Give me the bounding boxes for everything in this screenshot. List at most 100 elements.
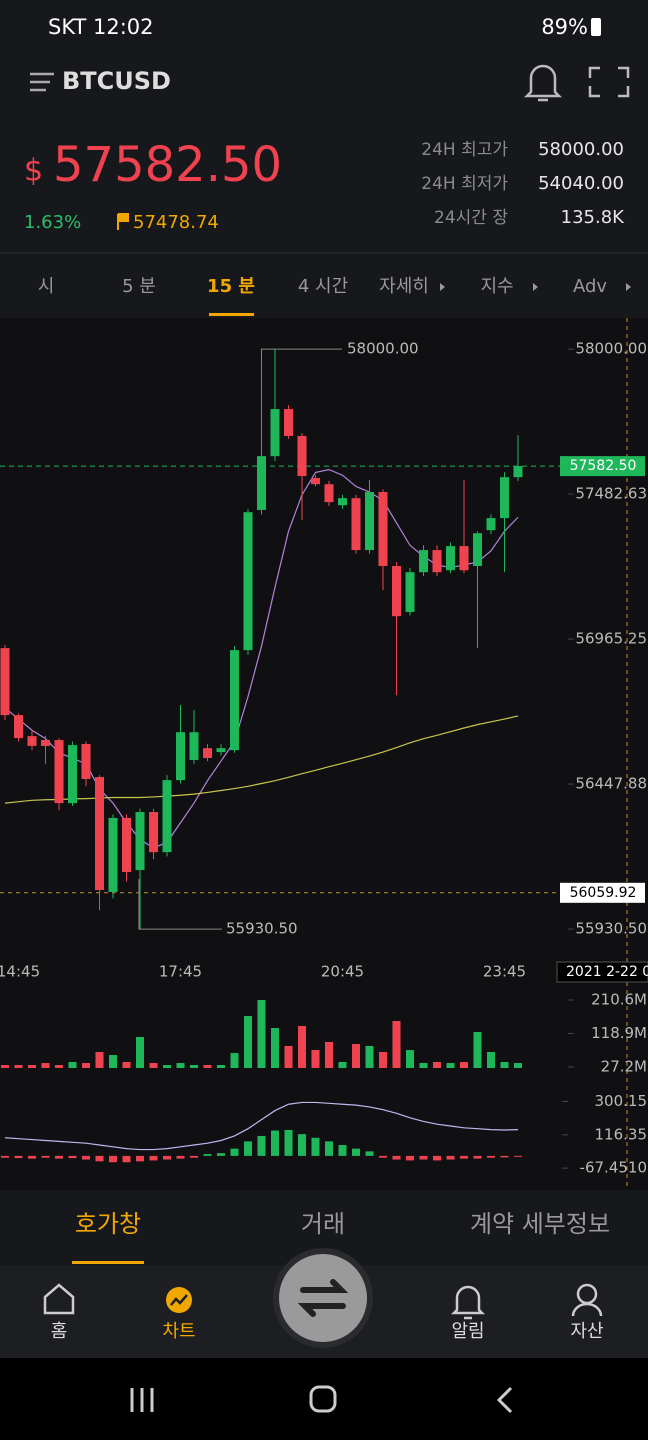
price: 57582.50 <box>53 137 282 193</box>
candle-body <box>297 435 307 477</box>
candle-body <box>351 498 361 551</box>
tab[interactable]: 4 시간 <box>298 276 348 297</box>
alert-icon[interactable] <box>450 1285 486 1320</box>
macd-bar <box>514 1155 522 1157</box>
volume-bar <box>500 1062 509 1068</box>
tab[interactable]: Adv <box>573 276 607 297</box>
volume-bar <box>203 1065 212 1068</box>
tab-underline <box>209 313 254 316</box>
candle-body <box>432 550 442 573</box>
macd-bar <box>244 1141 252 1156</box>
crosshair-box <box>560 882 645 903</box>
volume-bar <box>82 1063 90 1068</box>
candle-body <box>378 492 388 567</box>
candle-body <box>419 550 428 573</box>
volume-bar <box>271 1028 279 1068</box>
candle-body <box>149 812 158 853</box>
volume-bar <box>163 1065 171 1068</box>
candle-body <box>135 812 145 871</box>
volume-bar <box>419 1063 428 1068</box>
tab[interactable]: 5 분 <box>122 276 156 297</box>
volume-bar <box>298 1026 306 1068</box>
candle-body <box>473 533 482 567</box>
stat-label: 24H 최고가 <box>421 140 508 160</box>
volume-bar <box>55 1065 63 1068</box>
macd-bar <box>136 1155 144 1162</box>
chart-icon[interactable] <box>166 1287 192 1313</box>
tab[interactable]: 지수 <box>480 276 513 297</box>
macd-bar <box>82 1155 90 1160</box>
system-buttons[interactable] <box>130 1385 513 1414</box>
currency: $ <box>24 154 43 189</box>
tab[interactable]: 자세히 <box>379 276 429 297</box>
home-icon[interactable] <box>43 1283 75 1315</box>
volume-bar <box>190 1065 198 1068</box>
crosshair-date: 2021 2-22 0 <box>566 964 648 980</box>
bottom-tab-underline <box>72 1261 144 1264</box>
candle-body <box>365 492 374 551</box>
macd-bar <box>298 1134 306 1156</box>
volume-bar <box>365 1046 374 1068</box>
tab[interactable]: 15 분 <box>207 276 255 297</box>
bottom-tab[interactable]: 계약 세부정보 <box>470 1210 610 1238</box>
low-marker-label: 55930.50 <box>226 920 298 938</box>
macd-bar <box>257 1135 266 1156</box>
swap-icon <box>297 1279 349 1317</box>
mark-price: 57478.74 <box>133 212 219 233</box>
tab-arrow <box>533 283 538 291</box>
symbol: BTCUSD <box>62 67 171 95</box>
macd-tick-label: 116.35 <box>595 1125 648 1143</box>
x-tick-label: 20:45 <box>321 963 364 981</box>
volume-bar <box>109 1055 117 1068</box>
macd-bar <box>271 1130 279 1156</box>
candle-body <box>0 648 10 716</box>
moving-average <box>4 715 519 804</box>
account-icon-body <box>571 1302 603 1317</box>
bottom-tab[interactable]: 호가창 <box>75 1210 141 1238</box>
macd-bar <box>14 1155 23 1159</box>
candle-body <box>284 409 293 436</box>
nav-label[interactable]: 자산 <box>570 1321 603 1342</box>
bottom-tab[interactable]: 거래 <box>301 1210 345 1238</box>
macd-bar <box>28 1155 36 1159</box>
volume-bar <box>28 1065 36 1068</box>
candle-body <box>405 572 415 612</box>
volume-bar <box>1 1065 9 1068</box>
macd-bar <box>379 1155 387 1158</box>
candle-body <box>68 745 77 804</box>
candle-body <box>486 518 496 531</box>
stat-label: 24시간 장 <box>434 208 508 228</box>
y-tick-label: 56447.88 <box>575 775 647 793</box>
volume-bar <box>325 1042 333 1068</box>
tab[interactable]: 시 <box>38 276 55 297</box>
volume-bar <box>176 1063 185 1068</box>
chart-bg <box>0 318 648 1190</box>
macd-bar <box>230 1148 239 1156</box>
volume-tick-label: 210.6M <box>591 991 647 1009</box>
candle-body <box>500 477 509 519</box>
menu-icon[interactable] <box>30 72 54 92</box>
fullscreen-icon[interactable] <box>588 66 630 98</box>
candle-body <box>81 743 91 780</box>
volume-bar <box>514 1063 522 1068</box>
trade-button[interactable] <box>273 1248 373 1348</box>
candle-body <box>216 748 226 753</box>
nav-label[interactable]: 홈 <box>51 1321 68 1342</box>
volume-tick-label: 27.2M <box>601 1058 647 1076</box>
status-left: SKT 12:02 <box>48 15 154 39</box>
volume-bar <box>284 1046 293 1068</box>
battery-icon <box>591 18 601 36</box>
macd-bar <box>122 1155 131 1163</box>
nav-label[interactable]: 차트 <box>162 1321 195 1342</box>
macd-bar <box>311 1137 320 1156</box>
macd-tick-label: 300.15 <box>595 1092 648 1110</box>
bell-icon[interactable] <box>523 64 563 102</box>
nav-label[interactable]: 알림 <box>451 1321 484 1342</box>
macd-bar <box>1 1155 9 1158</box>
macd-bar <box>325 1141 333 1156</box>
volume-bar <box>217 1065 225 1068</box>
macd-bar <box>68 1155 77 1159</box>
high-marker-line <box>261 348 342 358</box>
